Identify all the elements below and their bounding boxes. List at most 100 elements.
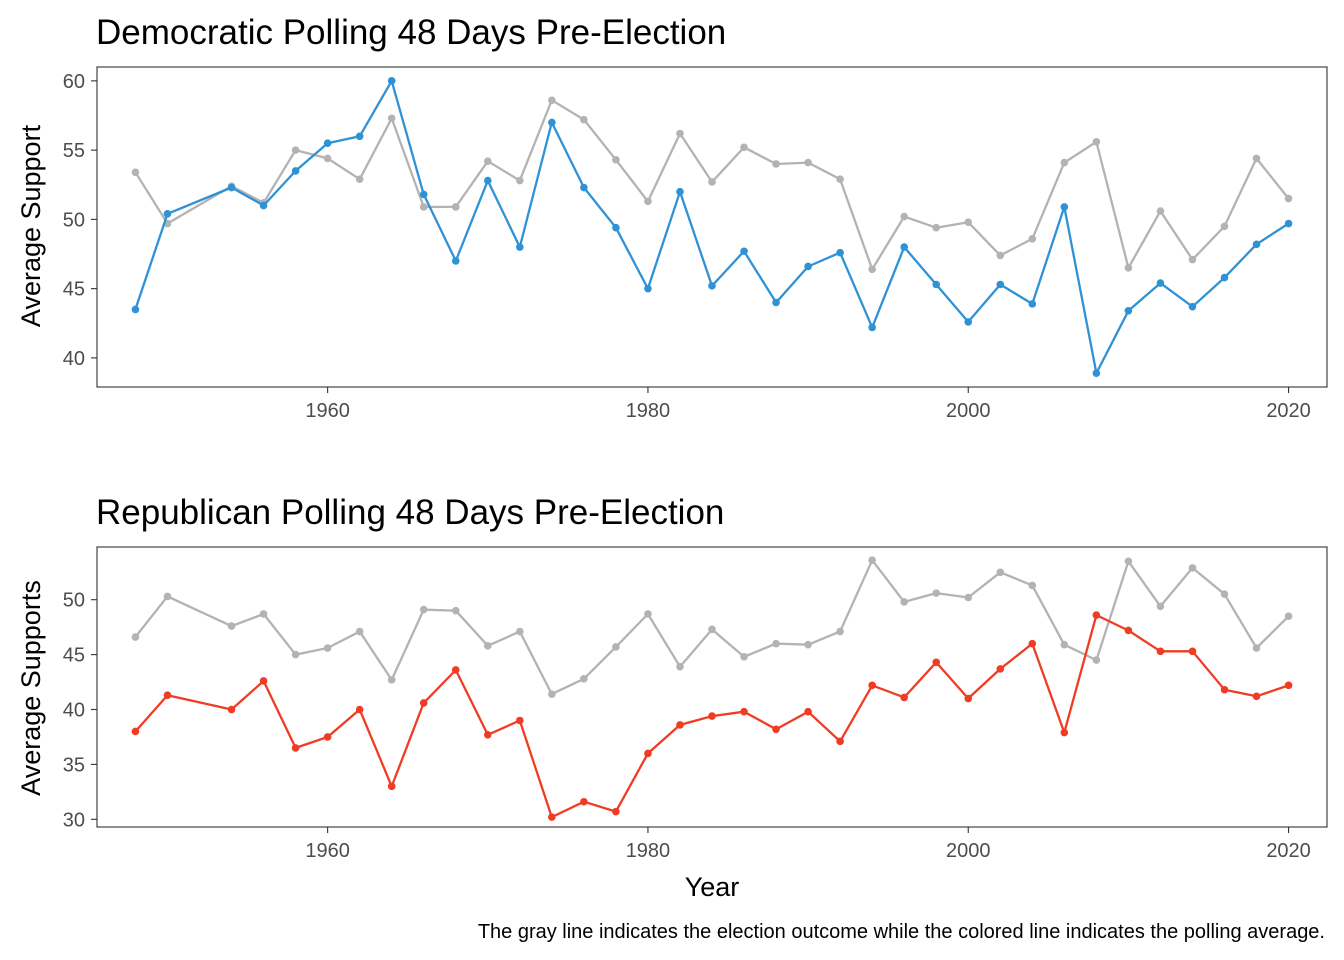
rep-outcome-point (868, 556, 876, 564)
dem-outcome-point (483, 157, 492, 165)
dem-polling-point (387, 77, 396, 85)
rep-outcome-point (1220, 590, 1229, 599)
dem-polling-point (131, 305, 140, 314)
rep-polling-point (387, 782, 396, 791)
dem-outcome-point (964, 218, 973, 226)
rep-outcome-point (387, 676, 396, 684)
dem-polling-point (1060, 203, 1069, 211)
rep-outcome-point (451, 606, 460, 615)
rep-polling-point (580, 797, 588, 806)
dem-polling-point (772, 298, 780, 307)
dem-polling-point (708, 282, 716, 290)
dem-outcome-line (134, 99, 1290, 271)
rep-x-tick-label: 1960 (305, 840, 350, 862)
democratic-plot-panel (96, 66, 1328, 388)
dem-y-tick-label: 45 (63, 279, 85, 301)
rep-polling-point (868, 681, 876, 690)
rep-polling-point (1156, 647, 1165, 656)
dem-outcome-point (1124, 264, 1133, 272)
rep-polling-point (1028, 639, 1037, 648)
rep-outcome-point (836, 627, 844, 636)
rep-polling-point (644, 749, 652, 758)
dem-polling-point (932, 280, 941, 289)
rep-polling-point (804, 707, 812, 716)
dem-outcome-point (900, 212, 908, 221)
rep-polling-point (483, 730, 492, 739)
dem-polling-point (676, 187, 684, 196)
rep-outcome-point (1156, 602, 1165, 611)
rep-outcome-point (1060, 640, 1069, 649)
dem-polling-point (291, 167, 300, 175)
rep-outcome-point (1188, 564, 1197, 572)
dem-polling-point (996, 280, 1005, 289)
republican-plot-panel (96, 546, 1328, 828)
dem-outcome-point (516, 176, 524, 185)
rep-outcome-point (259, 610, 268, 618)
rep-outcome-point (964, 593, 973, 602)
rep-polling-point (131, 727, 140, 736)
dem-outcome-point (1156, 207, 1165, 215)
rep-polling-point (1284, 681, 1293, 690)
rep-polling-point (676, 721, 684, 729)
dem-outcome-point (1284, 194, 1293, 203)
rep-polling-point (996, 665, 1005, 673)
dem-y-tick-label: 55 (63, 140, 85, 162)
dem-polling-point (451, 257, 460, 265)
rep-outcome-point (483, 642, 492, 650)
dem-outcome-point (932, 223, 941, 232)
democratic-axes: 1960 1980 2000 2020 40 45 50 55 60 (63, 71, 1311, 422)
rep-outcome-point (900, 598, 908, 606)
rep-outcome-point (163, 592, 172, 601)
dem-outcome-point (676, 129, 684, 138)
dem-outcome-point (612, 156, 620, 164)
rep-outcome-point (1284, 612, 1293, 620)
dem-outcome-point (131, 168, 140, 177)
dem-outcome-point (996, 251, 1005, 260)
democratic-panel: Democratic Polling 48 Days Pre-Election … (16, 13, 1328, 422)
dem-x-tick-label: 2000 (946, 400, 991, 422)
dem-y-tick-label: 40 (63, 348, 85, 370)
dem-polling-point (1028, 300, 1037, 308)
dem-outcome-point (291, 146, 300, 154)
rep-outcome-point (644, 610, 652, 618)
rep-y-tick-label: 50 (63, 590, 85, 612)
dem-outcome-point (323, 154, 332, 163)
caption: The gray line indicates the election out… (478, 921, 1325, 943)
dem-polling-point (483, 176, 492, 185)
dem-x-tick-label: 1980 (626, 400, 671, 422)
dem-polling-point (259, 201, 268, 210)
dem-outcome-point (419, 203, 428, 211)
rep-outcome-line (134, 559, 1290, 696)
dem-polling-point (1188, 302, 1197, 311)
dem-outcome-point (868, 265, 876, 274)
rep-x-tick-label: 1980 (626, 840, 671, 862)
rep-polling-point (516, 716, 524, 725)
rep-outcome-point (804, 640, 812, 649)
dem-outcome-point (804, 158, 812, 167)
rep-outcome-point (291, 650, 300, 659)
rep-polling-point (932, 658, 941, 667)
republican-y-axis-label: Average Supports (16, 580, 46, 796)
rep-outcome-point (932, 589, 941, 597)
dem-outcome-point (708, 178, 716, 186)
republican-axes: 1960 1980 2000 2020 30 35 40 45 50 (63, 590, 1311, 862)
dem-x-tick-label: 2020 (1266, 400, 1311, 422)
dem-polling-point (836, 248, 844, 257)
dem-outcome-point (451, 203, 460, 211)
dem-polling-point (612, 223, 620, 232)
dem-outcome-point (1060, 158, 1069, 167)
dem-polling-point (868, 323, 876, 332)
dem-polling-point (516, 243, 524, 251)
rep-outcome-point (516, 627, 524, 636)
dem-polling-point (1220, 273, 1229, 282)
dem-outcome-point (740, 143, 748, 152)
rep-outcome-point (1124, 557, 1133, 566)
rep-outcome-point (227, 622, 236, 630)
republican-x-axis-label: Year (685, 872, 740, 902)
rep-polling-point (1124, 626, 1133, 635)
rep-outcome-point (580, 674, 588, 683)
rep-polling-point (708, 712, 716, 720)
dem-polling-point (419, 190, 428, 199)
dem-polling-point (1124, 307, 1133, 315)
